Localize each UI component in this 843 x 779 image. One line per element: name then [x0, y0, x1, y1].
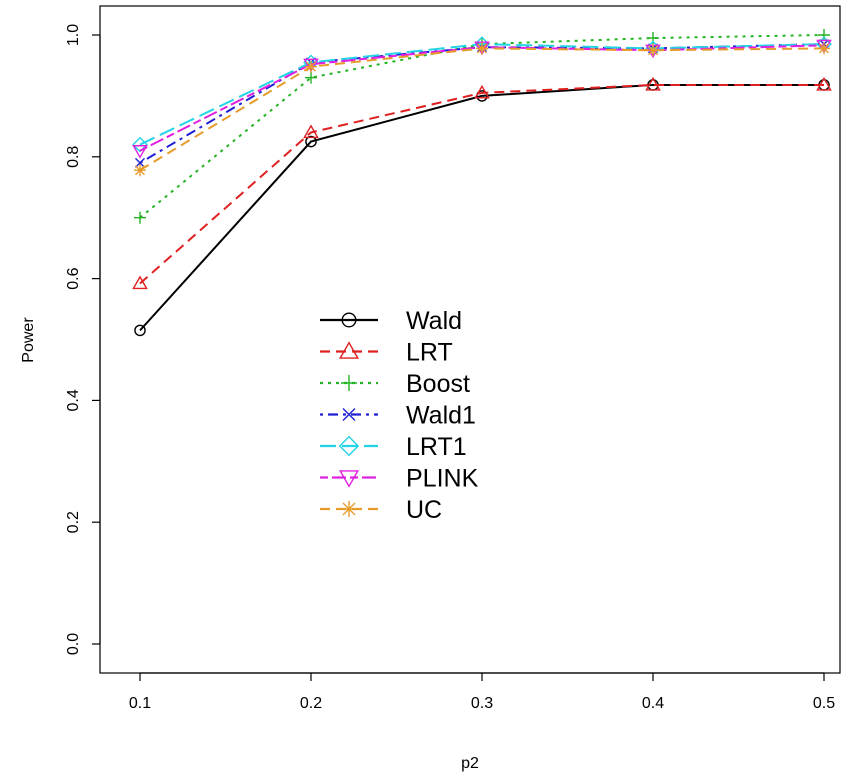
- data-point-uc: [305, 60, 317, 73]
- data-point-wald: [305, 135, 317, 148]
- series-line-wald1: [139, 43, 825, 164]
- data-point-wald: [134, 324, 146, 337]
- legend-marker-boost: [341, 375, 357, 391]
- data-point-lrt1: [132, 136, 148, 153]
- legend-label-plink: PLINK: [406, 465, 479, 493]
- y-tick-label: 1.0: [65, 24, 82, 46]
- x-tick-label: 0.5: [813, 695, 835, 712]
- data-point-lrt: [816, 76, 832, 91]
- legend-marker-lrt: [338, 341, 360, 359]
- legend-item-lrt1: LRT1: [320, 433, 467, 461]
- data-point-boost: [305, 71, 317, 84]
- series-boost: [134, 29, 830, 224]
- y-tick-label: 0.0: [65, 633, 82, 655]
- legend-item-wald1: Wald1: [320, 402, 476, 430]
- data-point-boost: [818, 29, 830, 41]
- series-wald: [134, 79, 830, 337]
- data-point-lrt: [132, 275, 148, 290]
- y-axis: 0.0 0.2 0.4 0.6 0.8 1.0: [65, 24, 101, 655]
- legend-item-lrt: LRT: [320, 339, 453, 367]
- y-tick-label: 0.6: [65, 267, 82, 289]
- x-tick-label: 0.3: [471, 695, 493, 712]
- series-plink: [132, 39, 832, 159]
- legend-marker-lrt1: [338, 435, 360, 457]
- legend-label-wald1: Wald1: [406, 402, 476, 430]
- plot-frame: [99, 5, 841, 674]
- legend-marker-wald1: [342, 408, 356, 421]
- legend-marker-plink: [338, 470, 360, 488]
- data-point-lrt: [303, 124, 319, 139]
- series-line-boost: [139, 34, 825, 219]
- series-uc: [134, 42, 830, 177]
- data-point-uc: [647, 44, 659, 57]
- series-line-uc: [139, 47, 825, 172]
- legend-item-wald: Wald: [320, 307, 462, 335]
- legend-label-uc: UC: [406, 496, 442, 524]
- series-line-lrt1: [139, 43, 825, 146]
- legend-item-plink: PLINK: [320, 465, 479, 493]
- series-layer: [132, 29, 832, 337]
- data-point-lrt: [645, 76, 661, 91]
- y-tick-label: 0.2: [65, 511, 82, 533]
- data-point-plink: [303, 58, 319, 73]
- legend-label-boost: Boost: [406, 370, 470, 398]
- legend-item-uc: UC: [320, 496, 442, 524]
- legend-marker-wald: [341, 312, 357, 328]
- data-point-uc: [818, 42, 830, 55]
- data-point-plink: [132, 145, 148, 159]
- legend: Wald LRT Boost Wald1 LRT1 PLINK UC: [320, 307, 479, 524]
- series-lrt: [132, 76, 832, 290]
- x-tick-label: 0.4: [642, 695, 664, 712]
- series-line-wald: [139, 83, 824, 332]
- y-tick-label: 0.8: [65, 146, 82, 168]
- y-tick-label: 0.4: [65, 389, 82, 411]
- x-axis: 0.1 0.2 0.3 0.4 0.5: [129, 672, 835, 712]
- series-wald1: [135, 39, 829, 168]
- legend-label-lrt1: LRT1: [406, 433, 467, 461]
- series-line-lrt: [139, 83, 824, 285]
- legend-label-lrt: LRT: [406, 339, 453, 367]
- data-point-uc: [476, 42, 488, 55]
- data-point-wald1: [135, 157, 145, 168]
- x-axis-title: p2: [461, 755, 479, 772]
- data-point-lrt: [474, 84, 490, 99]
- data-point-uc: [134, 164, 146, 177]
- data-point-plink: [816, 39, 832, 54]
- legend-label-wald: Wald: [406, 307, 462, 335]
- legend-item-boost: Boost: [320, 370, 470, 398]
- legend-marker-uc: [341, 501, 357, 517]
- x-tick-label: 0.2: [300, 695, 322, 712]
- data-point-boost: [134, 211, 146, 224]
- x-tick-label: 0.1: [129, 695, 151, 712]
- y-axis-title: Power: [20, 317, 37, 363]
